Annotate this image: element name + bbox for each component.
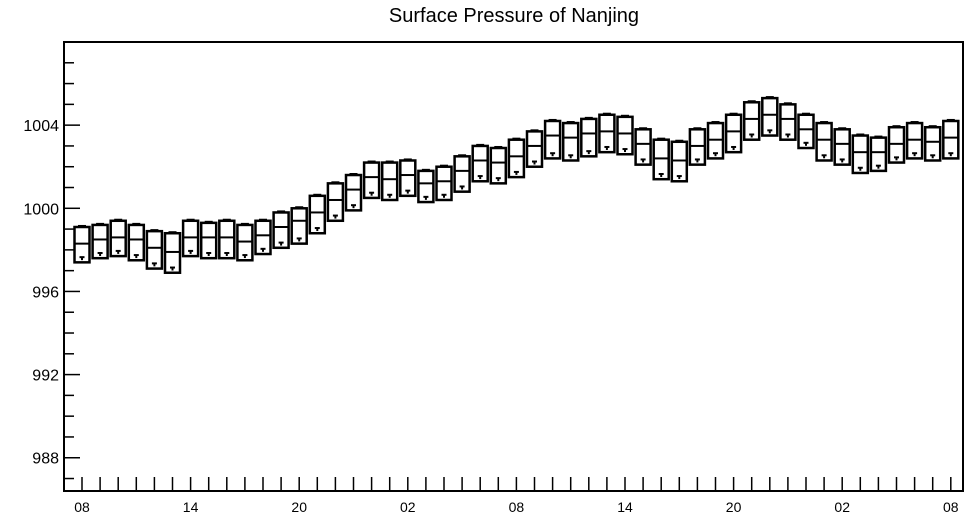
box bbox=[724, 112, 743, 154]
x-axis: 08 14 20 02 08 14 20 02 08 bbox=[74, 477, 959, 515]
x-tick-label: 14 bbox=[183, 499, 199, 515]
box bbox=[399, 158, 417, 198]
box bbox=[326, 181, 345, 223]
box bbox=[471, 143, 489, 183]
box-series bbox=[73, 96, 960, 274]
box bbox=[634, 127, 652, 166]
box bbox=[761, 96, 779, 137]
box bbox=[218, 218, 236, 260]
box bbox=[109, 218, 127, 258]
box bbox=[145, 229, 164, 270]
y-tick-label: 988 bbox=[32, 451, 59, 468]
x-tick-label: 08 bbox=[509, 499, 525, 515]
box bbox=[199, 220, 218, 260]
box bbox=[923, 125, 942, 162]
box bbox=[254, 218, 272, 256]
box bbox=[380, 160, 399, 202]
box bbox=[942, 118, 960, 160]
y-tick-label: 1004 bbox=[23, 118, 59, 135]
box bbox=[489, 145, 508, 185]
y-tick-label: 992 bbox=[32, 368, 59, 385]
box bbox=[905, 121, 924, 160]
box bbox=[688, 127, 707, 166]
box bbox=[308, 193, 327, 235]
box bbox=[706, 121, 725, 160]
plot-frame bbox=[63, 41, 964, 492]
box bbox=[435, 164, 453, 202]
box bbox=[453, 154, 471, 193]
box bbox=[797, 112, 815, 150]
y-axis: 988 992 996 1000 1004 bbox=[23, 41, 80, 480]
x-tick-label: 08 bbox=[74, 499, 90, 515]
box bbox=[851, 133, 870, 175]
x-tick-label: 20 bbox=[291, 499, 307, 515]
box bbox=[417, 168, 435, 204]
box bbox=[543, 118, 562, 160]
box bbox=[272, 210, 290, 250]
box bbox=[507, 137, 526, 179]
x-tick-label: 02 bbox=[400, 499, 416, 515]
box bbox=[73, 224, 91, 264]
box bbox=[290, 206, 308, 245]
box bbox=[616, 114, 634, 156]
box bbox=[525, 129, 544, 168]
box bbox=[833, 127, 851, 166]
box bbox=[163, 231, 182, 274]
box bbox=[815, 121, 833, 162]
box bbox=[670, 139, 689, 183]
x-tick-label: 02 bbox=[834, 499, 850, 515]
box bbox=[652, 137, 670, 181]
box bbox=[742, 100, 761, 141]
y-tick-label: 996 bbox=[32, 284, 59, 301]
box bbox=[236, 222, 254, 262]
box bbox=[181, 218, 200, 258]
x-tick-label: 20 bbox=[726, 499, 742, 515]
box bbox=[344, 172, 363, 212]
y-tick-label: 1000 bbox=[23, 201, 59, 218]
chart-title: Surface Pressure of Nanjing bbox=[389, 5, 639, 27]
box bbox=[779, 102, 797, 141]
box bbox=[561, 121, 580, 162]
x-tick-label: 08 bbox=[943, 499, 959, 515]
box bbox=[887, 125, 906, 164]
box bbox=[362, 160, 381, 200]
box bbox=[869, 135, 888, 173]
box bbox=[127, 222, 146, 262]
x-tick-label: 14 bbox=[617, 499, 633, 515]
box bbox=[598, 112, 616, 154]
box bbox=[580, 116, 598, 158]
box bbox=[91, 222, 109, 260]
